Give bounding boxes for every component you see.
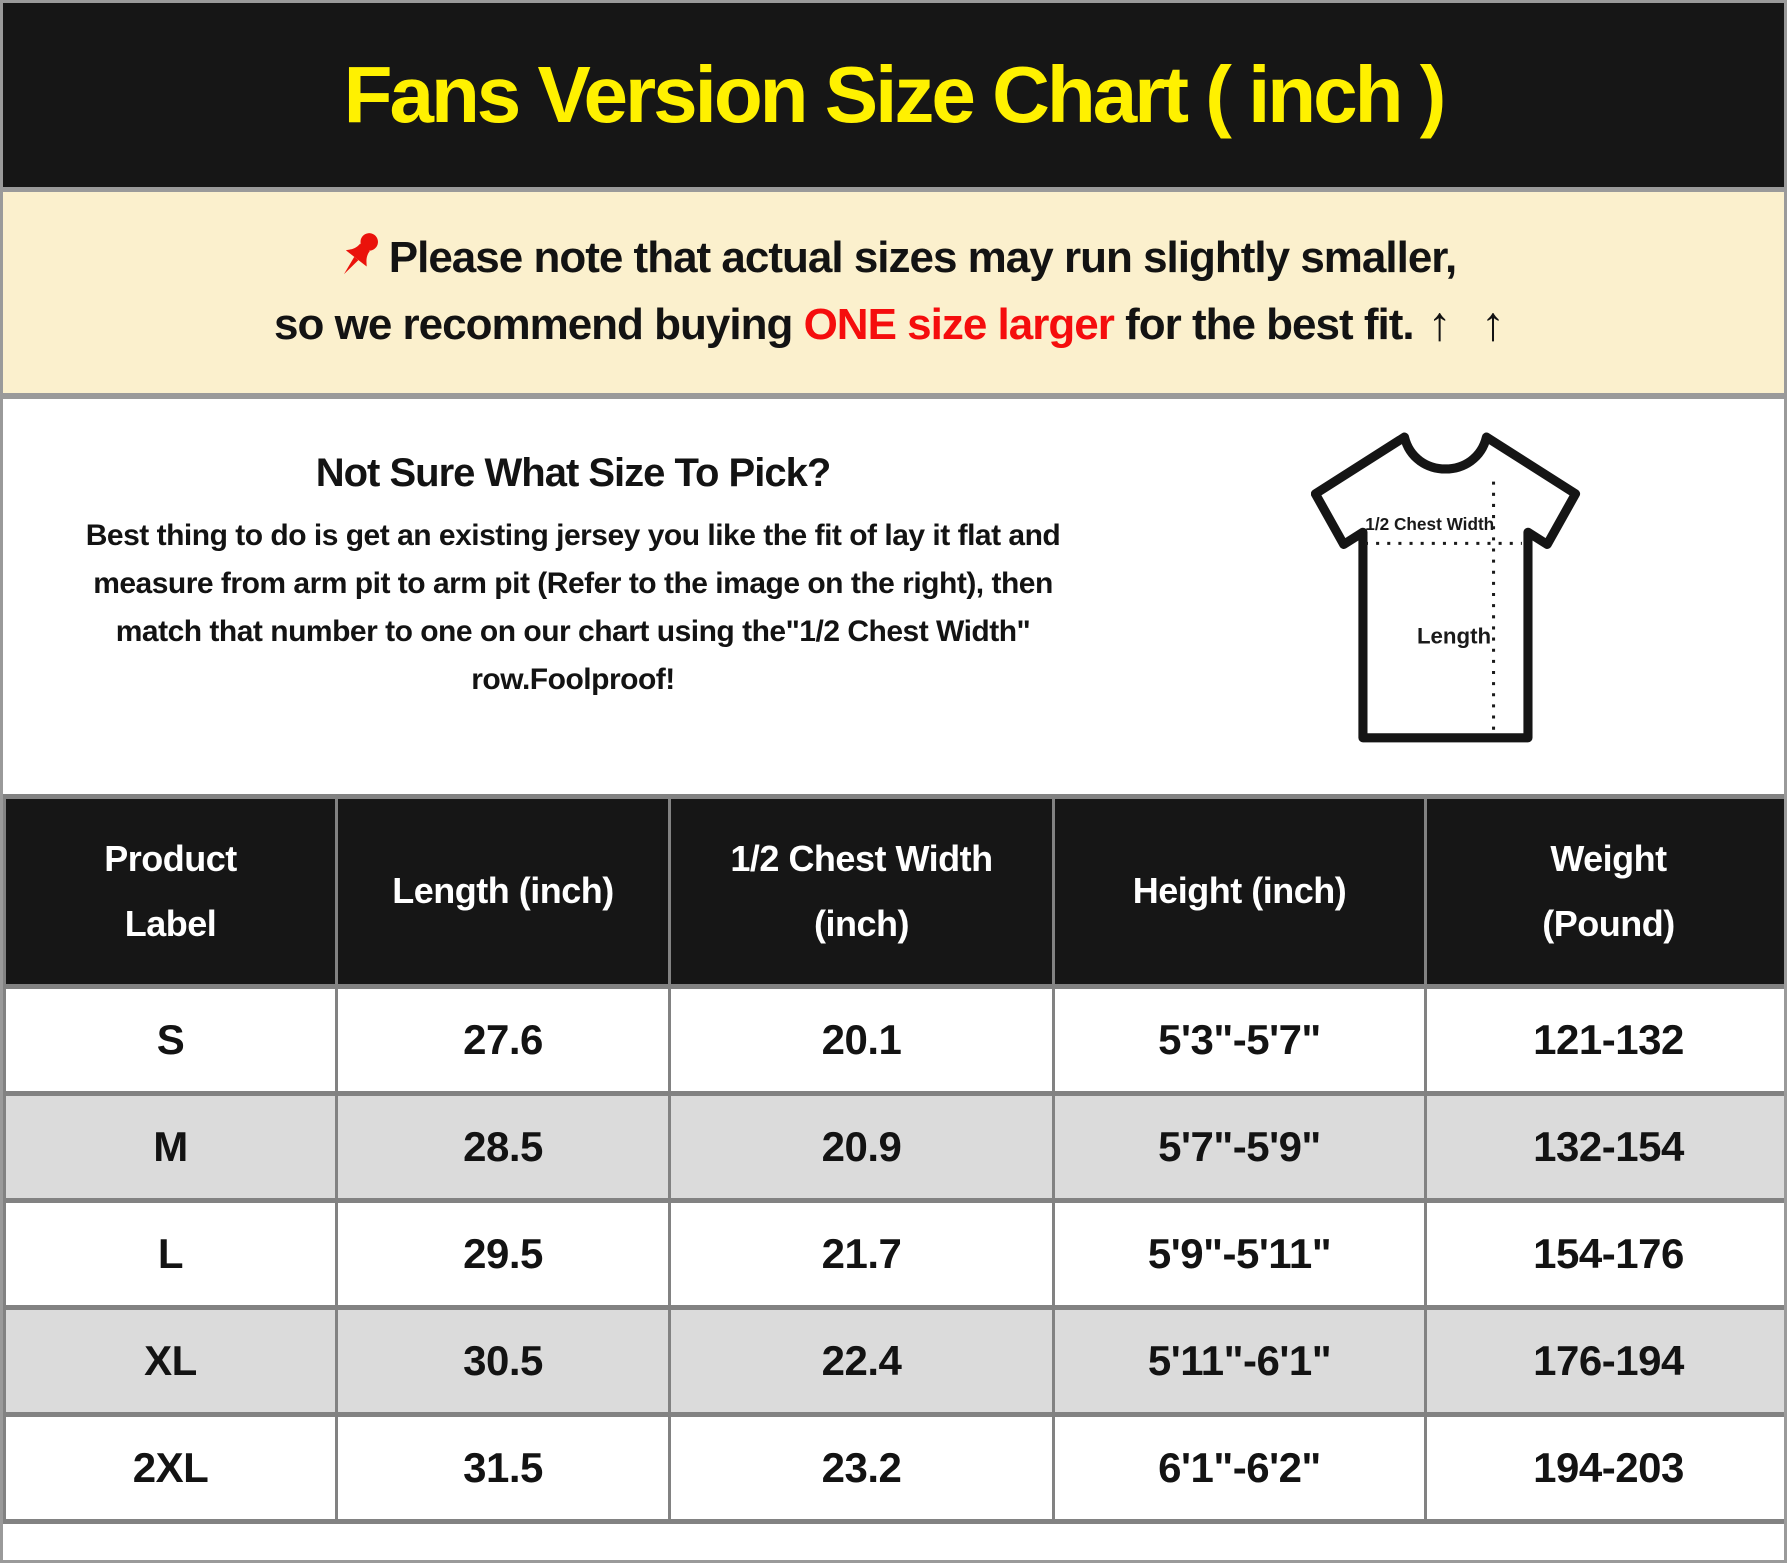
pushpin-icon: [343, 233, 378, 275]
cell-length: 28.5: [335, 1091, 671, 1203]
guide-heading: Not Sure What Size To Pick?: [315, 451, 832, 495]
up-arrows-icon: ↑ ↑: [1427, 298, 1513, 352]
cell-weight: 194-203: [1424, 1412, 1784, 1524]
size-table: Product Label Length (inch) 1/2 Chest Wi…: [3, 794, 1784, 1524]
table-row: XL 30.5 22.4 5'11"-6'1" 176-194: [3, 1305, 1784, 1417]
guide-text-line: match that number to one on our chart us…: [115, 615, 1031, 648]
cell-length: 29.5: [335, 1198, 671, 1310]
notice-text-2-prefix: so we recommend buying: [274, 300, 804, 350]
guide-text-line: Best thing to do is get an existing jers…: [85, 519, 1061, 552]
cell-height: 5'3"-5'7": [1052, 984, 1427, 1096]
notice-line-1: Please note that actual sizes may run sl…: [331, 232, 1457, 283]
cell-height: 6'1"-6'2": [1052, 1412, 1427, 1524]
column-header-weight: Weight (Pound): [1424, 794, 1784, 989]
column-header-chest-width: 1/2 Chest Width (inch): [668, 794, 1055, 989]
column-header-length: Length (inch): [335, 794, 671, 989]
cell-size-label: XL: [3, 1305, 338, 1417]
shirt-length-label: Length: [1417, 624, 1491, 649]
notice-highlight: ONE size larger: [803, 300, 1115, 350]
table-row: 2XL 31.5 23.2 6'1"-6'2" 194-203: [3, 1412, 1784, 1524]
cell-height: 5'7"-5'9": [1052, 1091, 1427, 1203]
cell-chest-width: 20.1: [668, 984, 1055, 1096]
guide-text-block: Not Sure What Size To Pick? Best thing t…: [3, 451, 1143, 704]
guide-text-line: measure from arm pit to arm pit (Refer t…: [93, 567, 1053, 600]
cell-length: 31.5: [335, 1412, 671, 1524]
tshirt-diagram: 1/2 Chest Width Length: [1311, 432, 1581, 743]
cell-size-label: M: [3, 1091, 338, 1203]
cell-weight: 176-194: [1424, 1305, 1784, 1417]
cell-size-label: L: [3, 1198, 338, 1310]
tshirt-outline: [1311, 432, 1581, 743]
shirt-chest-label: 1/2 Chest Width: [1365, 514, 1494, 534]
cell-length: 27.6: [335, 984, 671, 1096]
notice-line-2: so we recommend buying ONE size larger f…: [274, 298, 1513, 352]
cell-length: 30.5: [335, 1305, 671, 1417]
cell-weight: 121-132: [1424, 984, 1784, 1096]
cell-chest-width: 22.4: [668, 1305, 1055, 1417]
column-header-height: Height (inch): [1052, 794, 1427, 989]
notice-text-2-suffix: for the best fit.: [1113, 300, 1415, 350]
cell-weight: 132-154: [1424, 1091, 1784, 1203]
title-bar: Fans Version Size Chart ( inch ): [3, 3, 1784, 192]
cell-weight: 154-176: [1424, 1198, 1784, 1310]
cell-chest-width: 20.9: [668, 1091, 1055, 1203]
size-guide-section: Not Sure What Size To Pick? Best thing t…: [3, 399, 1784, 794]
table-row: S 27.6 20.1 5'3"-5'7" 121-132: [3, 984, 1784, 1096]
cell-size-label: 2XL: [3, 1412, 338, 1524]
header-row: Product Label Length (inch) 1/2 Chest Wi…: [3, 794, 1784, 989]
notice-text-1: Please note that actual sizes may run sl…: [388, 232, 1457, 282]
notice-banner: Please note that actual sizes may run sl…: [3, 192, 1784, 399]
guide-text-line: row.Foolproof!: [471, 663, 675, 696]
cell-size-label: S: [3, 984, 338, 1096]
table-row: L 29.5 21.7 5'9"-5'11" 154-176: [3, 1198, 1784, 1310]
column-header-product-label: Product Label: [3, 794, 338, 989]
page-title: Fans Version Size Chart ( inch ): [343, 50, 1447, 139]
table-row: M 28.5 20.9 5'7"-5'9" 132-154: [3, 1091, 1784, 1203]
cell-height: 5'9"-5'11": [1052, 1198, 1427, 1310]
cell-height: 5'11"-6'1": [1052, 1305, 1427, 1417]
cell-chest-width: 21.7: [668, 1198, 1055, 1310]
cell-chest-width: 23.2: [668, 1412, 1055, 1524]
